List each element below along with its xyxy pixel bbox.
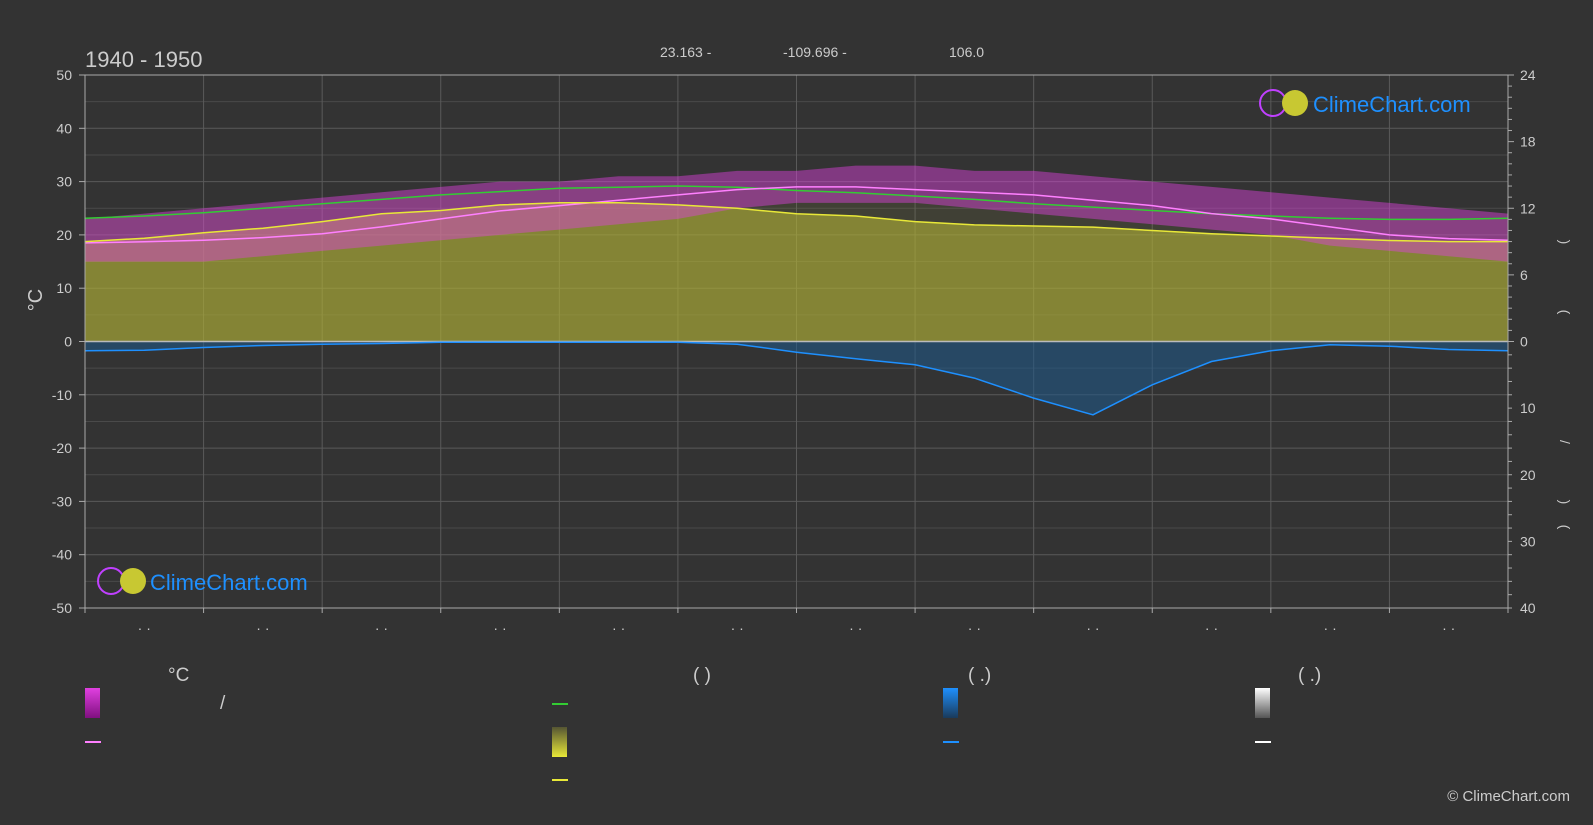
temp-range-swatch: [85, 688, 100, 718]
latitude-value: 23.163 -: [660, 44, 712, 60]
right-axis-title-glyph: ): [1557, 500, 1573, 505]
left-tick-label: -40: [52, 547, 72, 563]
month-label: · ·: [1086, 620, 1099, 636]
right-bottom-tick-label: 40: [1520, 600, 1536, 616]
chart-bands: [85, 165, 1508, 415]
temp-range-band: [85, 165, 1508, 262]
period-title: 1940 - 1950: [85, 47, 202, 72]
chart-lines: [84, 185, 1509, 416]
month-label: · ·: [138, 620, 151, 636]
logo-text-bottom: ClimeChart.com: [150, 570, 308, 595]
left-tick-label: 10: [56, 280, 72, 296]
right-top-tick-label: 12: [1520, 200, 1536, 216]
daylight-line: [84, 185, 1509, 221]
copyright: © ClimeChart.com: [1447, 788, 1570, 805]
avg-temp-swatch: [85, 741, 101, 743]
sunshine-band-swatch: [552, 727, 567, 757]
right-top-tick-label: 0: [1520, 334, 1528, 350]
logo-bottom: ClimeChart.com: [97, 567, 308, 595]
month-label: · ·: [256, 620, 269, 636]
left-tick-label: 20: [56, 227, 72, 243]
sunshine-line: [84, 201, 1508, 243]
logo-text-top: ClimeChart.com: [1313, 92, 1471, 117]
right-bottom-tick-label: 30: [1520, 533, 1536, 549]
right-axis-title-glyph: /: [1557, 440, 1573, 444]
legend-heading-snow: ( .): [1298, 665, 1322, 686]
snow-line-swatch: [1255, 741, 1271, 743]
month-label: · ·: [731, 620, 744, 636]
logo-sun-icon: [120, 568, 146, 594]
chart-axes: 50 40 30 20 10 0 -10 -20 -30 -40 -50 24 18 12 6 0 10 20 30…: [52, 67, 1573, 636]
climate-chart: 50 40 30 20 10 0 -10 -20 -30 -40 -50 24 18 12 6 0 10 20 30…: [25, 44, 1573, 636]
avg-temp-line: [84, 186, 1509, 244]
legend-heading-sun: ( ): [693, 665, 711, 686]
legend-heading-rain: ( .): [968, 665, 992, 686]
snow-band-swatch: [1255, 688, 1270, 718]
longitude-value: -109.696 -: [783, 44, 847, 60]
month-label: · ·: [375, 620, 388, 636]
legend-temp-range-label: /: [220, 693, 226, 714]
left-tick-label: -20: [52, 440, 72, 456]
month-label: · ·: [968, 620, 981, 636]
left-tick-label: -10: [52, 387, 72, 403]
legend: °C / ( ) ( .) ( .): [0, 655, 1593, 825]
left-axis-label: °C: [25, 289, 47, 311]
right-top-tick-label: 6: [1520, 267, 1528, 283]
precip-area: [85, 341, 1508, 415]
rain-line-swatch: [943, 741, 959, 743]
left-tick-label: 30: [56, 174, 72, 190]
month-label: · ·: [1324, 620, 1337, 636]
month-label: · ·: [1442, 620, 1455, 636]
left-tick-label: 0: [64, 334, 72, 350]
daylight-area: [85, 186, 1508, 342]
left-tick-label: -50: [52, 600, 72, 616]
left-tick-label: 40: [56, 120, 72, 136]
logo-sun-icon: [1282, 90, 1308, 116]
rain-band-swatch: [943, 688, 958, 718]
right-top-tick-label: 24: [1520, 67, 1536, 83]
legend-heading-temp: °C: [168, 665, 190, 686]
left-tick-label: -30: [52, 493, 72, 509]
month-label: · ·: [1205, 620, 1218, 636]
sunshine-line-swatch: [552, 779, 568, 781]
right-axis-title-glyph: (: [1557, 310, 1573, 315]
sunshine-area: [85, 202, 1508, 342]
month-label: · ·: [612, 620, 625, 636]
month-label: · ·: [849, 620, 862, 636]
right-bottom-tick-label: 20: [1520, 467, 1536, 483]
right-bottom-tick-label: 10: [1520, 400, 1536, 416]
right-top-tick-label: 18: [1520, 134, 1536, 150]
left-tick-label: 50: [56, 67, 72, 83]
daylight-swatch: [552, 703, 568, 705]
month-label: · ·: [493, 620, 506, 636]
elevation-value: 106.0: [949, 44, 984, 60]
right-axis-title-glyph: (: [1557, 525, 1573, 530]
right-axis-title-glyph: ): [1557, 240, 1573, 245]
precip-line: [84, 341, 1509, 416]
logo-top: ClimeChart.com: [1259, 89, 1471, 117]
